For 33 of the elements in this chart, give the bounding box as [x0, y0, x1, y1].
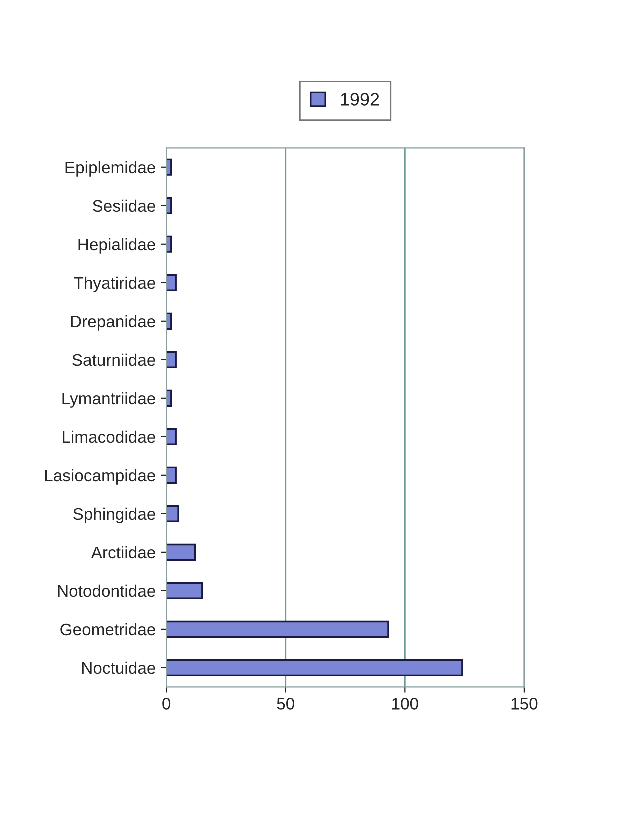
y-tick-label: Thyatiridae: [74, 276, 156, 292]
bar: [166, 351, 177, 368]
y-tick-label: Arctiidae: [91, 546, 156, 559]
y-tick-label: Geometridae: [60, 623, 156, 636]
bar: [166, 582, 204, 600]
x-tick-label: 100: [392, 698, 418, 710]
bar: [166, 466, 177, 484]
bar: [166, 274, 177, 292]
bar: [166, 505, 180, 522]
y-tick-label: Noctuidae: [82, 662, 156, 674]
y-tick-label: Saturniidae: [72, 354, 156, 366]
x-tick-label: 150: [512, 698, 538, 710]
bar: [166, 197, 172, 214]
legend-label: 1992: [341, 93, 380, 106]
bar: [166, 312, 172, 330]
bar: [166, 659, 464, 676]
bar: [166, 158, 172, 176]
y-tick-label: Notodontidae: [58, 584, 156, 598]
x-tick-label: 50: [277, 698, 294, 710]
y-tick-label: Drepanidae: [71, 315, 156, 331]
bar: [166, 620, 390, 638]
y-tick-label: Sphingidae: [74, 508, 156, 524]
y-tick-label: Limacodidae: [63, 430, 156, 444]
x-tick-label: 0: [162, 698, 171, 710]
y-tick-label: Sesiidae: [93, 200, 156, 212]
bar: [166, 236, 172, 253]
y-tick-label: Epiplemidae: [66, 161, 156, 177]
y-tick-label: Hepialidae: [78, 238, 156, 254]
bar: [166, 544, 196, 561]
bar: [166, 428, 177, 446]
bar: [166, 390, 172, 407]
y-tick-label: Lymantriidae: [62, 392, 156, 408]
y-tick-label: Lasiocampidae: [45, 469, 156, 485]
